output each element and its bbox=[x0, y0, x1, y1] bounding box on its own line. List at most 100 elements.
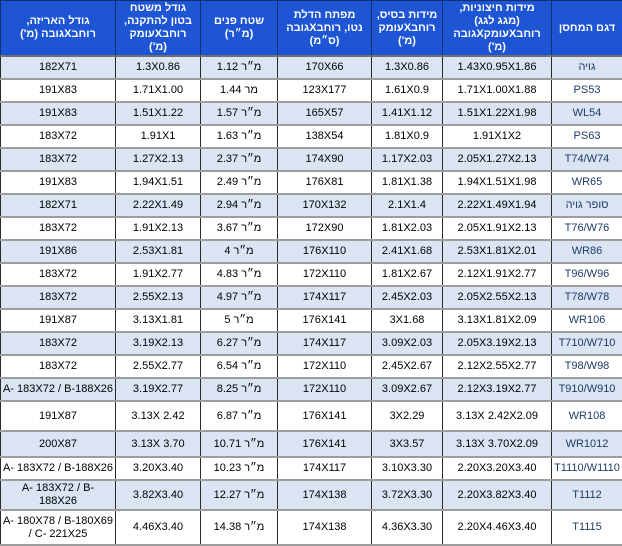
cell-model: WL54 bbox=[552, 102, 622, 125]
cell-package_size: 183X72 bbox=[1, 263, 116, 286]
cell-package_size: 182X71 bbox=[1, 194, 116, 217]
cell-package_size: A- 180X78 / B-180X69 / C- 221X25 bbox=[1, 510, 116, 545]
cell-concrete_pad: 1.91X1 bbox=[116, 125, 201, 148]
cell-interior_area: 5 מ״ר bbox=[201, 309, 278, 332]
cell-door_opening: 170X132 bbox=[278, 194, 372, 217]
cell-package_size: 183X72 bbox=[1, 332, 116, 355]
cell-external_dims: 2.05X2.55X2.13 bbox=[443, 286, 552, 309]
cell-interior_area: 1.63 מ״ר bbox=[201, 125, 278, 148]
cell-external_dims: 2.12X1.91X2.77 bbox=[443, 263, 552, 286]
cell-base_dims: 1.81X0.9 bbox=[372, 125, 443, 148]
cell-external_dims: 2.05X1.27X2.13 bbox=[443, 148, 552, 171]
cell-base_dims: 2.45X2.03 bbox=[372, 286, 443, 309]
column-header-base_dims: מידות בסיס, רוחבXעומק (מ') bbox=[372, 1, 443, 57]
cell-model: T1115 bbox=[552, 510, 622, 545]
cell-interior_area: 8.25 מ״ר bbox=[201, 378, 278, 401]
cell-external_dims: 2.53X1.81X2.01 bbox=[443, 240, 552, 263]
cell-package_size: A- 183X72 / B-188X26 bbox=[1, 378, 116, 401]
cell-package_size: 191X83 bbox=[1, 79, 116, 102]
cell-door_opening: 176X141 bbox=[278, 401, 372, 431]
cell-model: T1112 bbox=[552, 480, 622, 510]
cell-door_opening: 176X81 bbox=[278, 171, 372, 194]
cell-concrete_pad: 2.55X2.77 bbox=[116, 355, 201, 378]
cell-interior_area: 4.83 מ״ר bbox=[201, 263, 278, 286]
cell-interior_area: 12.27 מ״ר bbox=[201, 480, 278, 510]
cell-model: T74/W74 bbox=[552, 148, 622, 171]
cell-interior_area: 4.97 מ״ר bbox=[201, 286, 278, 309]
cell-interior_area: 1.12 מ״ר bbox=[201, 56, 278, 79]
cell-model: WR108 bbox=[552, 401, 622, 431]
cell-package_size: 191X83 bbox=[1, 171, 116, 194]
cell-door_opening: 176X141 bbox=[278, 309, 372, 332]
cell-package_size: 200X87 bbox=[1, 431, 116, 457]
cell-external_dims: 2.22X1.49X1.94 bbox=[443, 194, 552, 217]
cell-interior_area: 10.71 מ״ר bbox=[201, 431, 278, 457]
cell-model: WR86 bbox=[552, 240, 622, 263]
cell-base_dims: 3.09X2.67 bbox=[372, 378, 443, 401]
cell-base_dims: 3X3.57 bbox=[372, 431, 443, 457]
cell-door_opening: 172X110 bbox=[278, 378, 372, 401]
cell-interior_area: 6.87 מ״ר bbox=[201, 401, 278, 431]
cell-door_opening: 176X141 bbox=[278, 431, 372, 457]
cell-package_size: 183X72 bbox=[1, 148, 116, 171]
cell-base_dims: 3X2.29 bbox=[372, 401, 443, 431]
cell-model: גויה bbox=[552, 56, 622, 79]
cell-model: T78/W78 bbox=[552, 286, 622, 309]
cell-base_dims: 2.41X1.68 bbox=[372, 240, 443, 263]
cell-interior_area: 2.37 מ״ר bbox=[201, 148, 278, 171]
cell-door_opening: 174X138 bbox=[278, 480, 372, 510]
cell-package_size: 191X87 bbox=[1, 309, 116, 332]
cell-door_opening: 174X117 bbox=[278, 332, 372, 355]
column-header-package_size: גודל האריזה, רוחבXגובה (מ') bbox=[1, 1, 116, 57]
column-header-interior_area: שטח פנים (מ״ר) bbox=[201, 1, 278, 57]
cell-concrete_pad: 2.22X1.49 bbox=[116, 194, 201, 217]
cell-concrete_pad: 3.82X3.40 bbox=[116, 480, 201, 510]
cell-external_dims: 3.13X 3.70X2.09 bbox=[443, 431, 552, 457]
cell-external_dims: 3.13X 2.42X2.09 bbox=[443, 401, 552, 431]
cell-concrete_pad: 1.91X2.77 bbox=[116, 263, 201, 286]
cell-model: PS63 bbox=[552, 125, 622, 148]
cell-external_dims: 2.05X3.19X2.13 bbox=[443, 332, 552, 355]
cell-model: T710/W710 bbox=[552, 332, 622, 355]
cell-external_dims: 1.71X1.00X1.88 bbox=[443, 79, 552, 102]
cell-base_dims: 1.3X0.86 bbox=[372, 56, 443, 79]
cell-concrete_pad: 3.20X3.40 bbox=[116, 457, 201, 480]
cell-package_size: A- 183X72 / B- 188X26 bbox=[1, 480, 116, 510]
cell-external_dims: 1.43X0.95X1.86 bbox=[443, 56, 552, 79]
cell-interior_area: 3.67 מ״ר bbox=[201, 217, 278, 240]
cell-interior_area: 2.49 מ״ר bbox=[201, 171, 278, 194]
cell-concrete_pad: 1.91X2.13 bbox=[116, 217, 201, 240]
cell-interior_area: 6.54 מ״ר bbox=[201, 355, 278, 378]
cell-interior_area: 4 מ״ר bbox=[201, 240, 278, 263]
cell-package_size: 183X72 bbox=[1, 217, 116, 240]
cell-package_size: 182X71 bbox=[1, 56, 116, 79]
cell-base_dims: 2.45X2.67 bbox=[372, 355, 443, 378]
cell-base_dims: 2.1X1.4 bbox=[372, 194, 443, 217]
cell-model: WR65 bbox=[552, 171, 622, 194]
column-header-door_opening: מפתח הדלת נטו, רוחבXגובה (ס״מ) bbox=[278, 1, 372, 57]
cell-door_opening: 176X110 bbox=[278, 240, 372, 263]
cell-base_dims: 3.09X2.03 bbox=[372, 332, 443, 355]
cell-door_opening: 170X66 bbox=[278, 56, 372, 79]
cell-base_dims: 1.41X1.12 bbox=[372, 102, 443, 125]
cell-base_dims: 1.81X1.38 bbox=[372, 171, 443, 194]
cell-base_dims: 1.17X2.03 bbox=[372, 148, 443, 171]
cell-package_size: 191X87 bbox=[1, 401, 116, 431]
cell-external_dims: 1.91X1X2 bbox=[443, 125, 552, 148]
column-header-model: דגם המחסן bbox=[552, 1, 622, 57]
cell-door_opening: 174X117 bbox=[278, 457, 372, 480]
cell-concrete_pad: 3.13X1.81 bbox=[116, 309, 201, 332]
cell-external_dims: 2.05X1.91X2.13 bbox=[443, 217, 552, 240]
